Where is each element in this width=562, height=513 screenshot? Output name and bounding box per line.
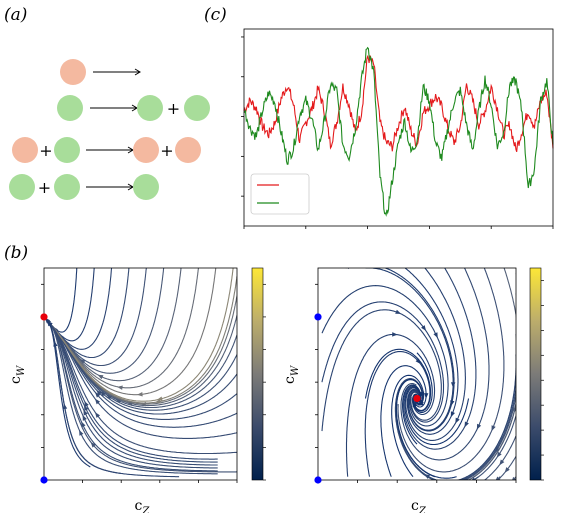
fixed-point-blue (40, 476, 48, 484)
species-z-circle (60, 59, 86, 85)
species-w-circle (184, 95, 210, 121)
streamline (472, 476, 479, 480)
stream-arrow (519, 317, 524, 323)
time-series-chart (241, 28, 554, 229)
species-z-circle (12, 137, 38, 163)
plus-sign: + (167, 99, 180, 118)
stream-arrow (96, 389, 102, 396)
streamline (345, 268, 348, 269)
stream-arrow (455, 417, 460, 424)
stream-arrow (494, 476, 501, 480)
stream-arrow (424, 393, 429, 399)
x-axis-label: cZ (411, 498, 427, 513)
stream-arrow (476, 423, 482, 430)
streamline (466, 268, 516, 480)
stream-arrow (100, 391, 106, 397)
stream-arrow (79, 429, 84, 436)
stream-arrow (450, 382, 456, 388)
species-w-circle (9, 174, 35, 200)
stream-arrow (464, 421, 469, 428)
stream-arrow (47, 320, 53, 327)
stream-arrow (504, 467, 510, 473)
species-w-circle (137, 95, 163, 121)
stream-arrow (518, 287, 524, 293)
colorbar (529, 267, 542, 481)
stream-arrow (496, 451, 502, 458)
stream-arrow (392, 332, 398, 337)
species-z-circle (175, 137, 201, 163)
stream-arrow (117, 385, 123, 390)
species-w-circle (133, 174, 159, 200)
plus-sign: + (160, 141, 173, 160)
stream-arrow (491, 425, 496, 432)
panel-label-b: (b) (4, 243, 28, 263)
species-z-circle (133, 137, 159, 163)
panel-label-c: (c) (204, 5, 227, 25)
x-axis-label: cZ (135, 498, 151, 513)
stream-arrow (450, 411, 455, 418)
plot-frame (43, 267, 238, 481)
stream-arrow (433, 332, 438, 339)
stream-plot-left: cZ cW (8, 267, 266, 513)
streamline (515, 293, 516, 296)
stream-arrow (84, 400, 89, 407)
fixed-point-red (40, 313, 48, 321)
plus-sign: + (38, 178, 51, 197)
stream-arrow (90, 441, 96, 448)
plus-sign: + (39, 141, 52, 160)
stream-arrow (97, 374, 104, 380)
fixed-point-blue (314, 476, 322, 484)
stream-arrow (82, 414, 87, 421)
streamlines (44, 268, 237, 478)
species-w-circle (57, 95, 83, 121)
colorbar (251, 267, 264, 481)
stream-arrow (137, 392, 143, 397)
y-axis-label: cW (8, 365, 27, 384)
legend-box (250, 173, 310, 215)
stream-arrow (83, 409, 88, 416)
species-w-circle (54, 137, 80, 163)
stream-arrow (450, 400, 455, 407)
streamline (512, 476, 516, 480)
plot-frame (243, 28, 554, 227)
streamline (496, 476, 501, 480)
stream-arrow (95, 412, 101, 418)
fixed-point-red (413, 394, 421, 403)
y-axis-label: cW (282, 365, 301, 384)
streamline (321, 301, 445, 423)
stream-arrow (94, 392, 101, 398)
arrow-head (134, 68, 141, 76)
fixed-point-blue (314, 313, 322, 321)
streamline (345, 333, 436, 477)
streamline (44, 268, 130, 359)
stream-arrow (79, 358, 86, 365)
stream-arrow (516, 385, 521, 391)
streamline (45, 268, 199, 389)
streamline (321, 285, 449, 427)
stream-arrow (499, 459, 505, 466)
plot-frame (317, 267, 517, 481)
stream-arrow (415, 358, 421, 365)
series-line-0 (243, 54, 554, 152)
stream-arrow (94, 398, 101, 405)
stream-arrow (156, 396, 163, 401)
stream-arrow (81, 421, 86, 428)
legend (250, 173, 310, 215)
streamlines (321, 268, 524, 480)
species-w-circle (54, 174, 80, 200)
stream-arrow (395, 309, 402, 314)
reaction-scheme: + + + + (9, 59, 210, 200)
stream-plot-right: cZ cW (282, 267, 544, 513)
stream-arrow (62, 403, 68, 410)
panel-label-a: (a) (4, 5, 27, 25)
streamline (515, 272, 516, 275)
stream-arrow (154, 399, 161, 404)
stream-arrow (421, 325, 427, 331)
series-line-1 (243, 46, 554, 217)
streamline (44, 268, 182, 382)
stream-arrow (462, 475, 469, 480)
